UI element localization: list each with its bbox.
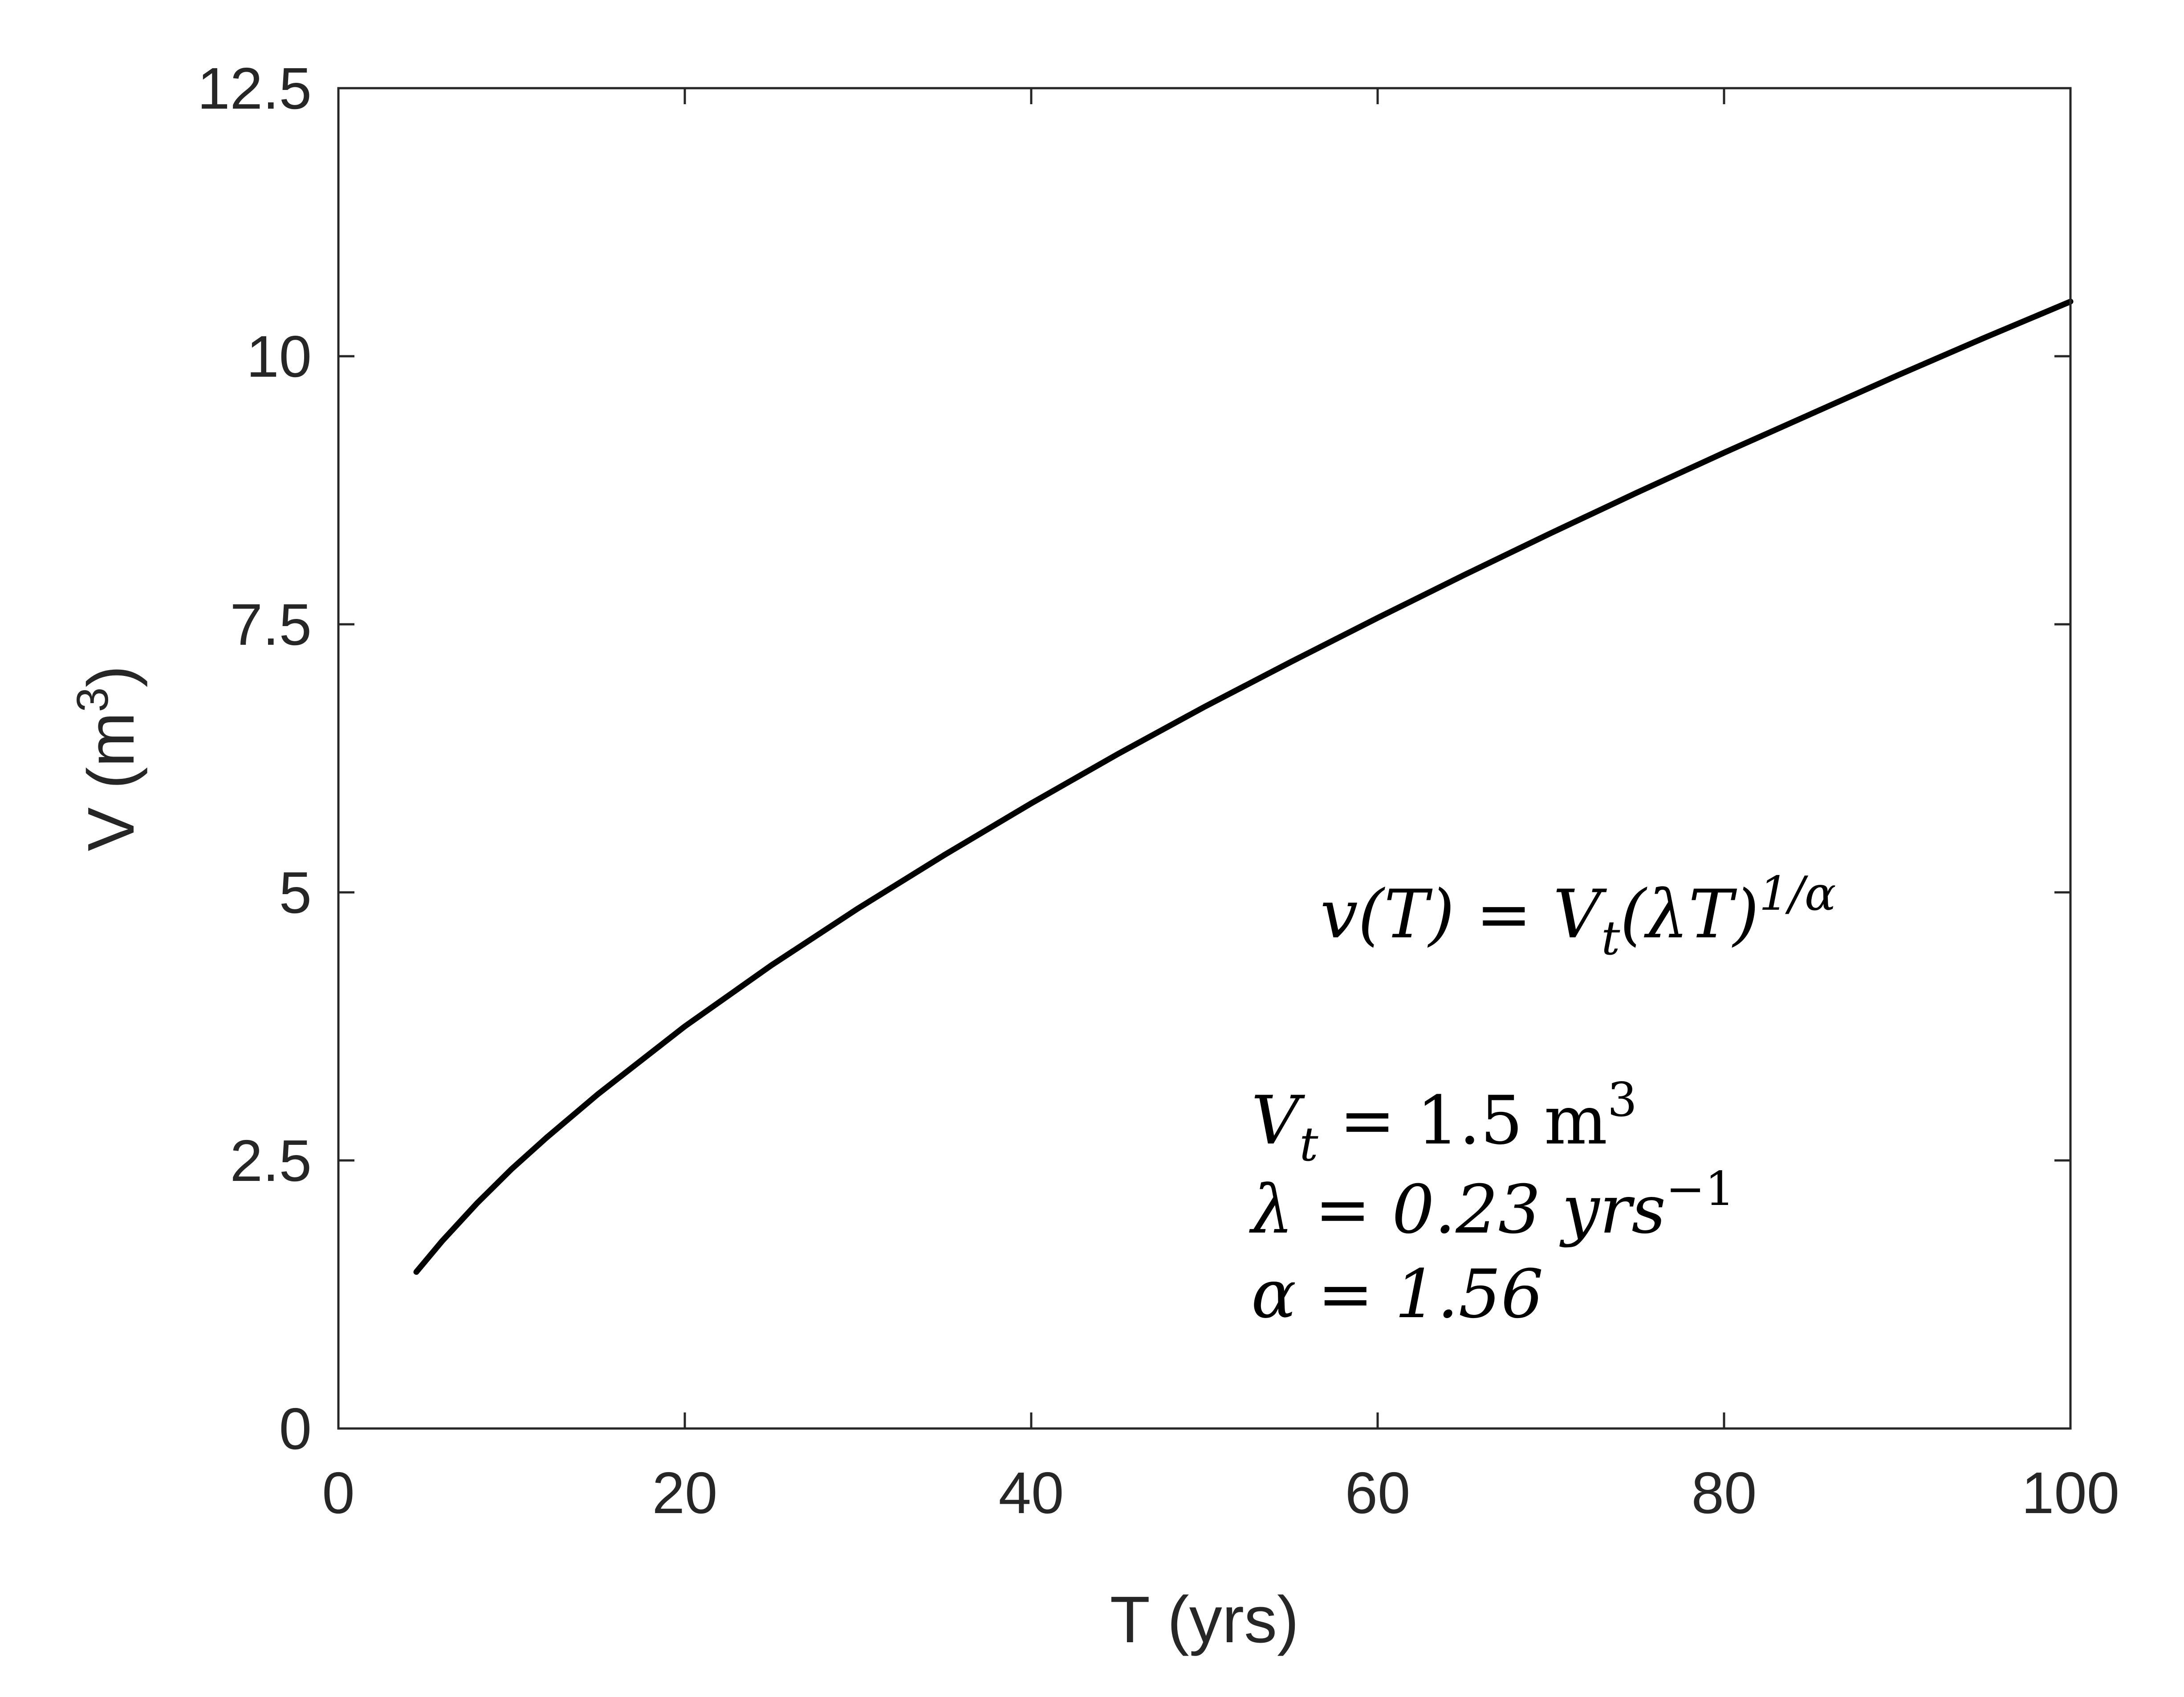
x-tick-label: 100 [2021,1460,2119,1526]
x-tick-label: 0 [322,1460,354,1526]
y-tick-label: 2.5 [230,1128,312,1193]
vt-annotation: Vt = 1.5 m3 [1251,1073,1637,1172]
alpha-annotation: α = 1.56 [1251,1256,1543,1333]
axes-box [337,87,2072,1430]
plot-area [338,88,2070,1428]
y-tick-label: 0 [279,1396,312,1461]
y-tick-label: 7.5 [230,592,312,657]
x-tick-label: 20 [652,1460,718,1526]
series-line [413,298,2074,1275]
y-tick-labels: 0 2.5 5 7.5 10 12.5 [197,56,312,1461]
y-tick-label: 5 [279,860,312,925]
y-axis-label: V (m3) [68,665,148,851]
lambda-annotation: λ = 0.23 yrs−1 [1249,1162,1735,1249]
y-tick-label: 10 [246,324,312,389]
x-tick-label: 60 [1345,1460,1411,1526]
x-tick-labels: 0 20 40 60 80 100 [322,1460,2119,1526]
x-tick-label: 80 [1692,1460,1757,1526]
y-tick-label: 12.5 [197,56,312,121]
formula-annotation: v(T) = Vt(λT)1/α [1320,867,1836,965]
x-tick-label: 40 [999,1460,1064,1526]
x-axis-label: T (yrs) [1110,1583,1299,1656]
